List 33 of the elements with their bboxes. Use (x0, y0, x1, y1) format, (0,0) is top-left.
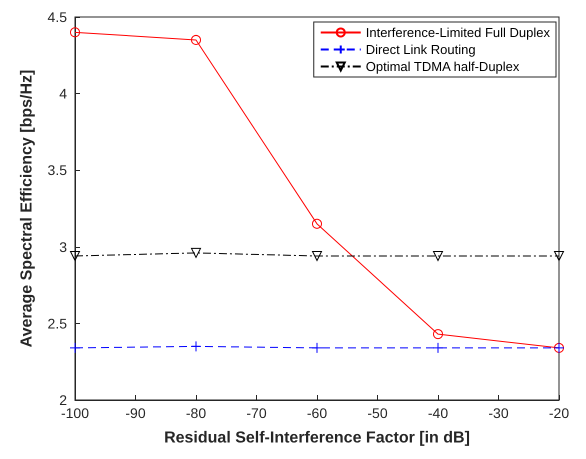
x-tick-label: -60 (306, 405, 328, 421)
legend-label: Optimal TDMA half-Duplex (366, 59, 520, 74)
x-tick-label: -30 (488, 405, 509, 421)
x-axis-title: Residual Self-Interference Factor [in dB] (164, 430, 470, 446)
x-tick-label: -40 (428, 405, 448, 421)
point (433, 329, 443, 340)
point (70, 342, 80, 354)
point (70, 27, 80, 38)
point (190, 340, 202, 352)
x-tick-label: -90 (125, 405, 146, 421)
y-axis-title: Average Spectral Efficiency [bps/Hz] (18, 70, 36, 348)
point (191, 34, 201, 45)
point (312, 250, 322, 261)
y-tick-label: 2.5 (48, 315, 68, 332)
x-tick-label: -50 (367, 405, 388, 421)
y-tick-label: 3.5 (48, 162, 68, 178)
y-tick-label: 4 (59, 86, 68, 102)
point (312, 218, 322, 229)
y-tick-label: 4.5 (48, 9, 68, 25)
y-tick-label: 2 (59, 392, 68, 408)
point (70, 250, 80, 261)
point (312, 342, 322, 354)
point (432, 342, 444, 354)
x-tick-label: -100 (60, 405, 90, 421)
x-tick-label: -80 (186, 405, 206, 421)
x-tick-label: -20 (548, 405, 570, 421)
legend-label: Interference-Limited Full Duplex (366, 25, 550, 40)
point (191, 248, 201, 258)
point (554, 250, 564, 261)
x-tick-label: -70 (246, 405, 267, 421)
point (433, 250, 443, 261)
y-tick-label: 3 (59, 238, 68, 255)
legend-label: Direct Link Routing (366, 42, 476, 57)
